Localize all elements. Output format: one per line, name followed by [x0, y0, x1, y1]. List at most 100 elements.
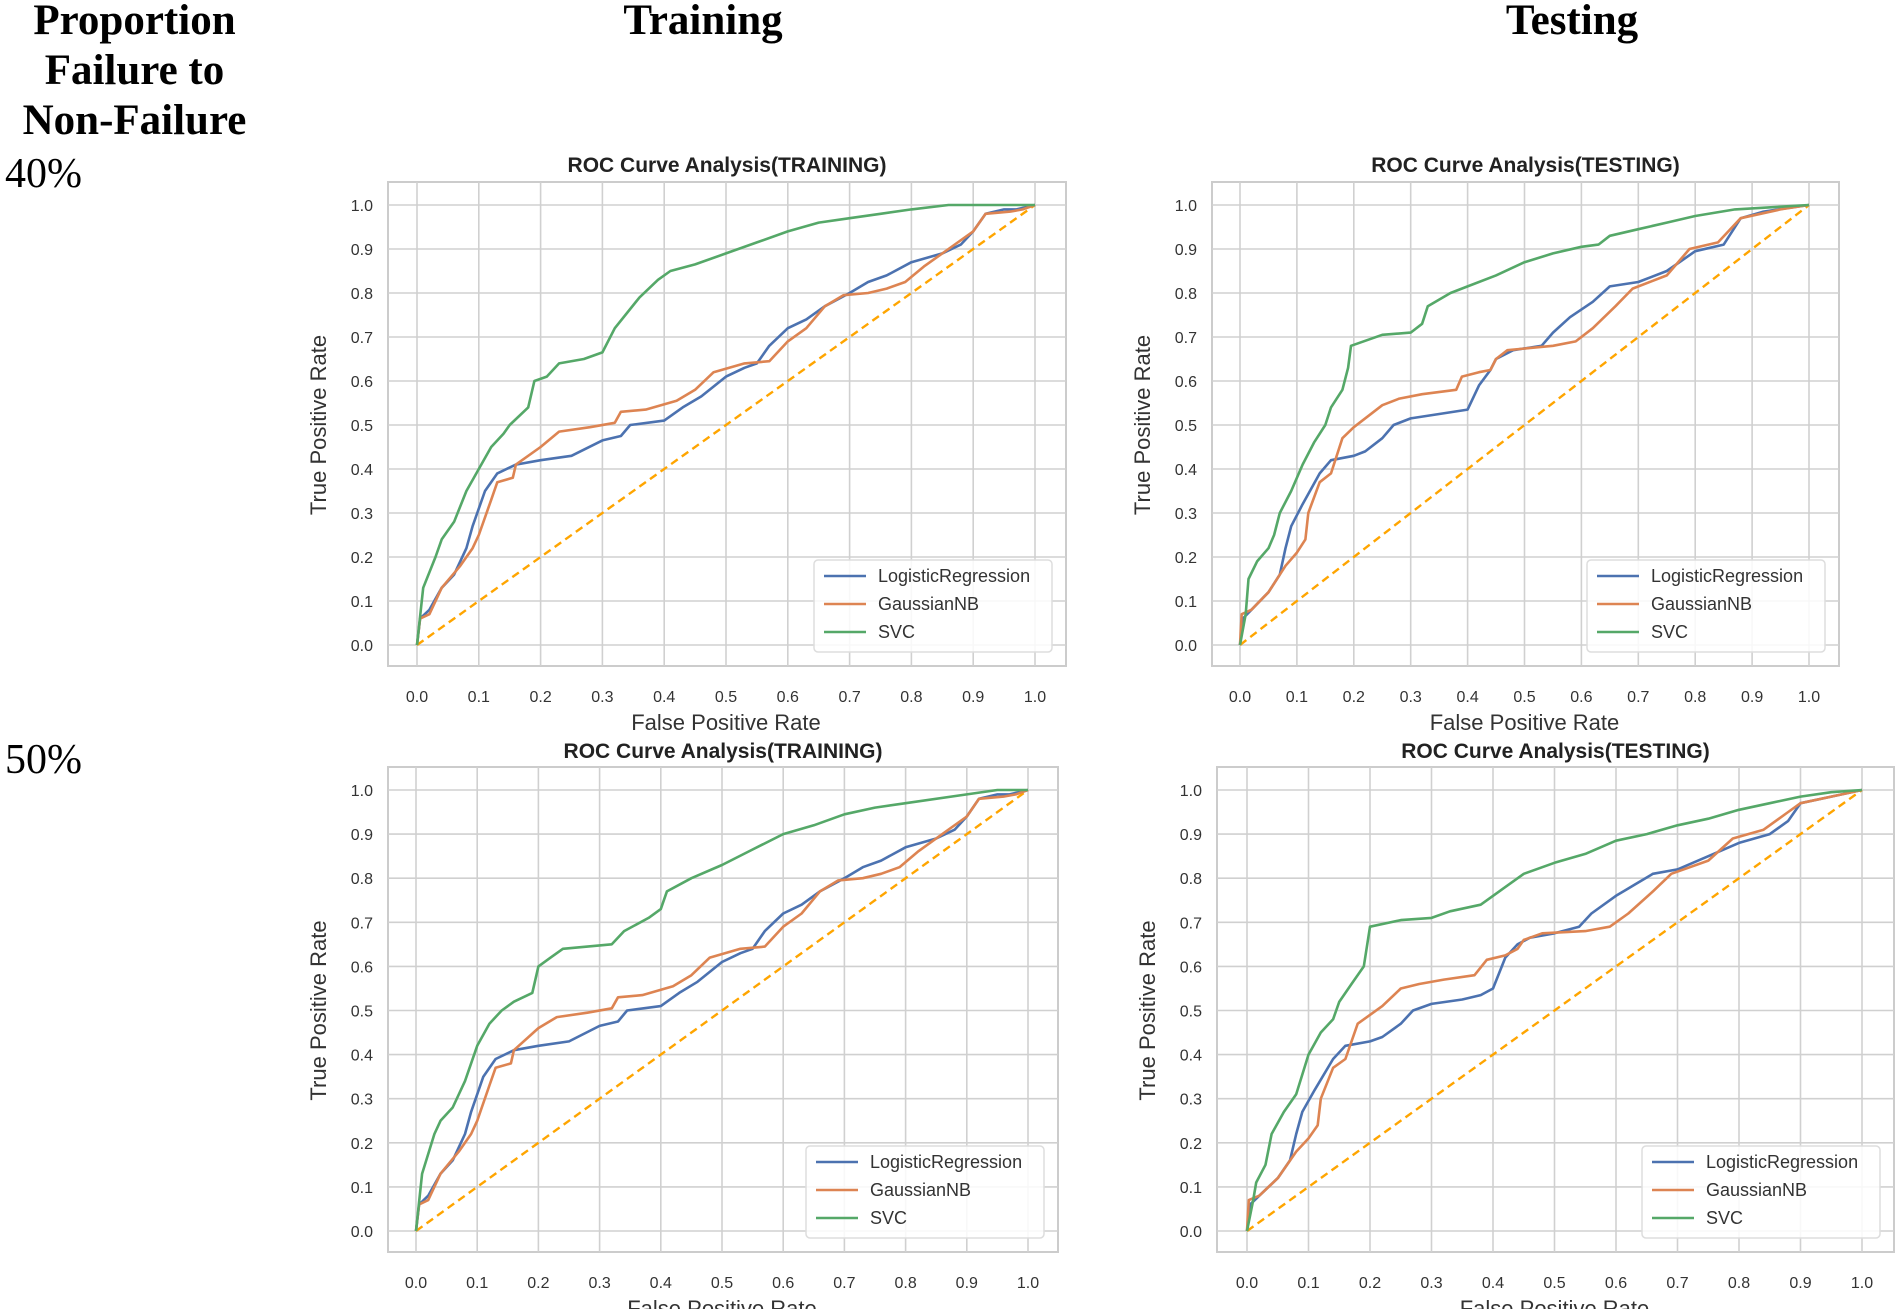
y-tick-label: 0.3 [351, 506, 373, 523]
y-tick-label: 0.1 [351, 594, 373, 611]
chart-title: ROC Curve Analysis(TRAINING) [568, 154, 887, 177]
chart-title: ROC Curve Analysis(TESTING) [1371, 154, 1679, 177]
y-tick-label: 0.8 [351, 871, 373, 888]
roc-curve-gaussiannb [414, 788, 1029, 1232]
chart-title: ROC Curve Analysis(TRAINING) [564, 740, 883, 763]
x-tick-label: 0.3 [1400, 689, 1422, 706]
roc-curve-svc [415, 203, 1035, 646]
y-tick-label: 0.6 [351, 959, 373, 976]
x-axis-label: False Positive Rate [1430, 710, 1620, 735]
x-tick-label: 0.4 [650, 1275, 672, 1292]
y-tick-label: 1.0 [1180, 783, 1202, 800]
testing-header: Testing [1505, 0, 1639, 44]
x-tick-label: 0.5 [1513, 689, 1535, 706]
y-tick-label: 0.6 [351, 374, 373, 391]
y-tick-label: 0.9 [1175, 242, 1197, 259]
y-tick-label: 0.3 [1175, 506, 1197, 523]
y-tick-label: 0.7 [351, 330, 373, 347]
y-tick-label: 1.0 [351, 783, 373, 800]
x-axis-label: False Positive Rate [631, 710, 821, 735]
roc-curve-gaussiannb [1245, 788, 1863, 1232]
x-tick-label: 0.4 [1456, 689, 1478, 706]
roc-curve-logisticregression [1238, 203, 1810, 646]
y-tick-label: 0.0 [351, 1224, 373, 1241]
roc-curve-gaussiannb [1238, 203, 1810, 646]
legend-label: SVC [870, 1208, 907, 1228]
y-tick-label: 1.0 [1175, 198, 1197, 215]
x-tick-label: 0.5 [1543, 1275, 1565, 1292]
x-tick-label: 0.1 [466, 1275, 488, 1292]
x-tick-label: 0.6 [772, 1275, 794, 1292]
chart-title: ROC Curve Analysis(TESTING) [1401, 740, 1709, 763]
roc-chart-2: 0.0 0.1 0.2 0.3 0.4 0.5 0.6 0.7 0.8 0.9 1.0 0.0 0.1 0… [1130, 154, 1840, 735]
y-tick-label: 0.2 [1180, 1136, 1202, 1153]
x-tick-label: 0.2 [1343, 689, 1365, 706]
x-tick-label: 0.1 [1286, 689, 1308, 706]
x-tick-label: 0.3 [588, 1275, 610, 1292]
training-header: Training [623, 0, 783, 44]
x-tick-label: 0.0 [1236, 1275, 1258, 1292]
legend: LogisticRegression GaussianNB SVC [1641, 1145, 1881, 1239]
x-tick-label: 0.0 [1229, 689, 1251, 706]
legend-label: LogisticRegression [878, 566, 1030, 586]
x-tick-label: 0.2 [1359, 1275, 1381, 1292]
y-tick-label: 0.5 [351, 1004, 373, 1021]
x-tick-label: 0.8 [894, 1275, 916, 1292]
x-tick-label: 1.0 [1024, 689, 1046, 706]
y-axis-label: True Positive Rate [306, 920, 331, 1100]
y-axis-label: True Positive Rate [1135, 920, 1160, 1100]
roc-curve-svc [414, 788, 1028, 1232]
y-tick-label: 0.4 [351, 462, 373, 479]
proportion-header-line: Non-Failure [22, 97, 247, 144]
y-tick-label: 0.9 [351, 827, 373, 844]
legend-label: GaussianNB [1651, 594, 1752, 614]
legend-label: SVC [1706, 1208, 1743, 1228]
roc-chart-1: 0.0 0.1 0.2 0.3 0.4 0.5 0.6 0.7 0.8 0.9 1.0 0.0 0.1 0… [306, 154, 1067, 735]
legend: LogisticRegression GaussianNB SVC [813, 559, 1053, 653]
legend-box [1586, 559, 1826, 653]
x-tick-label: 0.8 [1728, 1275, 1750, 1292]
x-tick-label: 0.7 [838, 689, 860, 706]
x-tick-label: 0.6 [1605, 1275, 1627, 1292]
y-tick-label: 0.3 [351, 1092, 373, 1109]
x-tick-label: 0.7 [1627, 689, 1649, 706]
x-tick-label: 0.5 [711, 1275, 733, 1292]
x-tick-label: 0.2 [527, 1275, 549, 1292]
legend-label: GaussianNB [1706, 1180, 1807, 1200]
legend-box [813, 559, 1053, 653]
legend-label: SVC [878, 622, 915, 642]
legend-label: SVC [1651, 622, 1688, 642]
y-tick-label: 0.4 [1180, 1048, 1202, 1065]
x-tick-label: 0.8 [900, 689, 922, 706]
x-tick-label: 0.1 [1297, 1275, 1319, 1292]
roc-curve-svc [1245, 788, 1863, 1232]
x-tick-label: 0.4 [1482, 1275, 1504, 1292]
roc-chart-3: 0.0 0.1 0.2 0.3 0.4 0.5 0.6 0.7 0.8 0.9 1.0 0.0 0.1 0… [306, 740, 1059, 1309]
x-tick-label: 0.6 [777, 689, 799, 706]
x-tick-label: 0.1 [468, 689, 490, 706]
legend-label: LogisticRegression [870, 1152, 1022, 1172]
x-tick-label: 0.0 [405, 1275, 427, 1292]
diagonal-reference-line [415, 789, 1029, 1232]
y-tick-label: 0.1 [351, 1180, 373, 1197]
proportion-header: Proportion Failure to Non-Failure [12, 0, 257, 146]
proportion-header-line: Proportion [33, 0, 236, 44]
proportion-header-line: Failure to [44, 47, 225, 94]
x-tick-label: 0.7 [1666, 1275, 1688, 1292]
legend-label: GaussianNB [870, 1180, 971, 1200]
y-tick-label: 0.8 [1175, 286, 1197, 303]
y-tick-label: 0.5 [351, 418, 373, 435]
y-tick-label: 0.5 [1180, 1004, 1202, 1021]
diagonal-reference-line [1246, 789, 1863, 1232]
x-tick-label: 0.3 [591, 689, 613, 706]
y-tick-label: 0.8 [1180, 871, 1202, 888]
y-tick-label: 0.2 [351, 550, 373, 567]
x-axis-label: False Positive Rate [1460, 1296, 1650, 1309]
row-label-40: 40% [5, 151, 82, 197]
x-tick-label: 0.6 [1570, 689, 1592, 706]
y-tick-label: 0.6 [1180, 959, 1202, 976]
x-tick-label: 0.8 [1684, 689, 1706, 706]
x-tick-label: 1.0 [1798, 689, 1820, 706]
y-tick-label: 0.1 [1175, 594, 1197, 611]
